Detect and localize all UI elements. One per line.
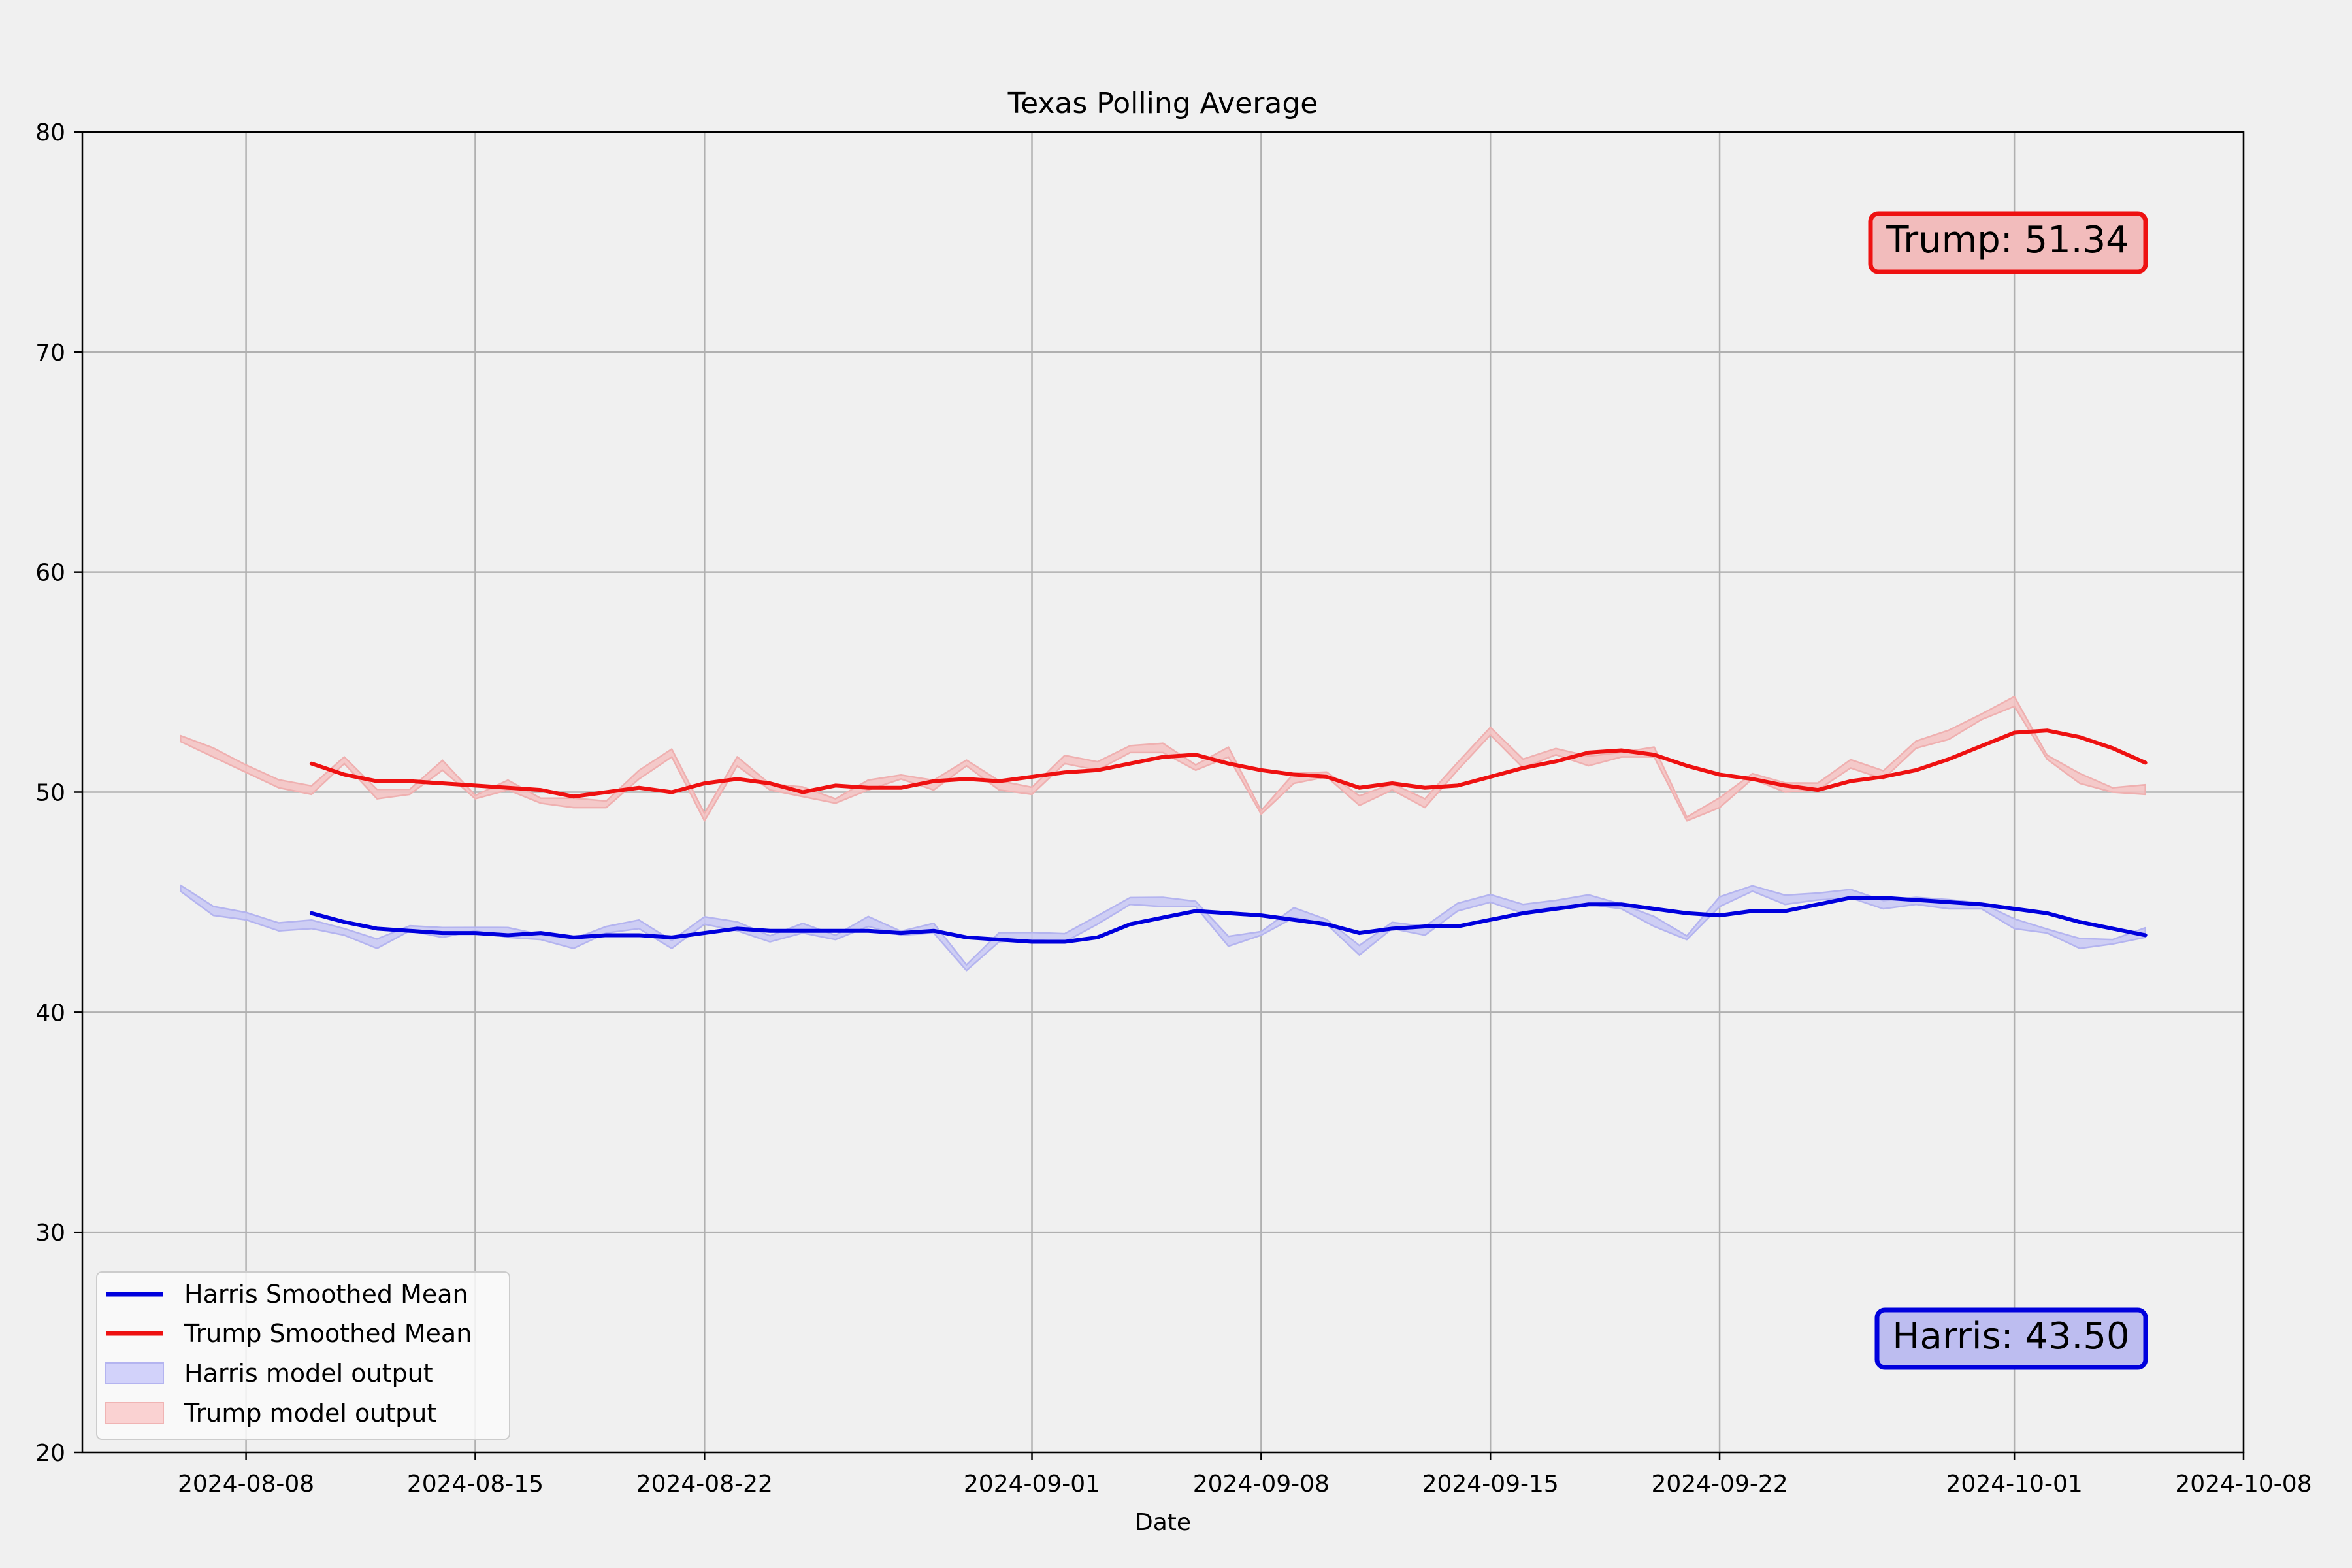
- legend-harris-band-label: Harris model output: [184, 1359, 433, 1388]
- legend-trump-band-label: Trump model output: [184, 1399, 436, 1428]
- harris-smoothed-mean-line: [309, 896, 2148, 944]
- x-tick-label: 2024-08-15: [407, 1471, 544, 1497]
- harris-annotation: Harris: 43.50: [1874, 1307, 2148, 1370]
- legend-trump-mean-label: Trump Smoothed Mean: [184, 1319, 472, 1348]
- trump-annotation-box: [1868, 211, 2148, 274]
- y-tick-label: 50: [35, 780, 65, 807]
- x-tick-label: 2024-08-22: [636, 1471, 773, 1497]
- y-tick-label: 70: [35, 340, 65, 367]
- y-tick-label: 40: [35, 1000, 65, 1026]
- y-tick-label: 80: [35, 120, 65, 146]
- legend: Harris Smoothed Mean Trump Smoothed Mean…: [96, 1271, 510, 1440]
- chart-title: Texas Polling Average: [1007, 87, 1318, 120]
- y-tick-label: 60: [35, 560, 65, 587]
- legend-box: [96, 1271, 510, 1440]
- trump-annotation-text: Trump: 51.34: [1886, 219, 2129, 261]
- x-tick-label: 2024-09-15: [1422, 1471, 1559, 1497]
- legend-trump-band-swatch: [105, 1402, 164, 1424]
- harris-model-output-band: [180, 884, 2146, 972]
- y-tick-label: 20: [35, 1440, 65, 1467]
- x-tick-label: 2024-09-08: [1193, 1471, 1330, 1497]
- legend-harris-band-swatch: [105, 1362, 164, 1384]
- x-tick-label: 2024-10-01: [1946, 1471, 2083, 1497]
- trump-smoothed-mean-line: [309, 728, 2148, 799]
- y-axis: 20 30 40 50 60 70 80: [35, 120, 82, 1467]
- x-tick-label: 2024-08-08: [178, 1471, 314, 1497]
- x-tick-label: 2024-09-22: [1651, 1471, 1788, 1497]
- smoothed-mean-lines: [309, 728, 2148, 944]
- trump-annotation: Trump: 51.34: [1868, 211, 2148, 274]
- harris-annotation-text: Harris: 43.50: [1892, 1315, 2129, 1358]
- y-tick-label: 30: [35, 1220, 65, 1247]
- x-tick-label: 2024-10-08: [2175, 1471, 2311, 1497]
- x-axis-label: Date: [1135, 1509, 1191, 1536]
- harris-annotation-box: [1874, 1307, 2148, 1370]
- x-tick-label: 2024-09-01: [964, 1471, 1100, 1497]
- x-axis: 2024-08-08 2024-08-15 2024-08-22 2024-09-01…: [178, 1452, 2312, 1497]
- legend-harris-mean-label: Harris Smoothed Mean: [184, 1280, 468, 1309]
